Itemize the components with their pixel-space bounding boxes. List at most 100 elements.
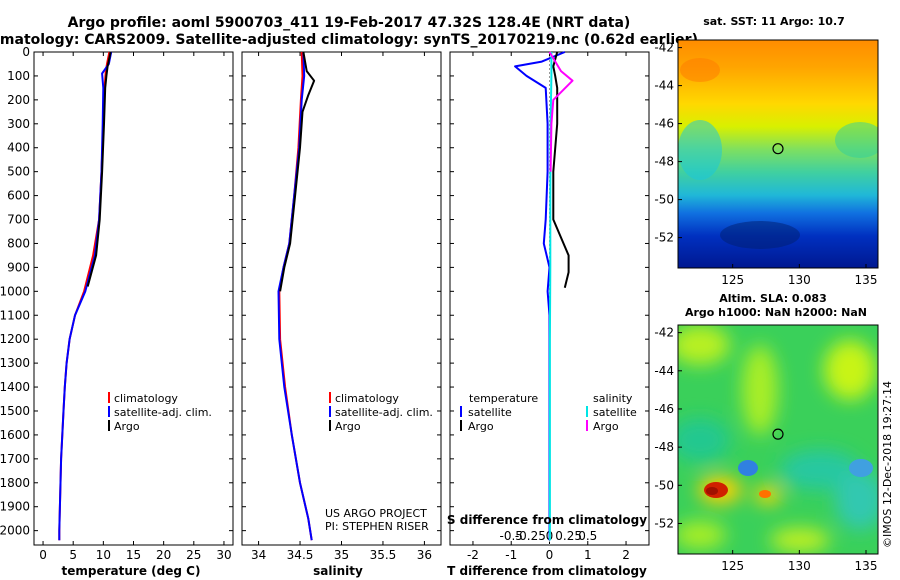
series-line-satellite-adj-clim- (277, 51, 313, 541)
depth-tick-label: 200 (7, 93, 30, 107)
legend-swatch-climatology (108, 392, 110, 403)
x-tick-label: 0 (39, 548, 47, 562)
depth-tick-label: 700 (7, 213, 30, 227)
map-lon-tick-label: 130 (788, 559, 811, 573)
legend-title-temperature: temperature (469, 392, 538, 405)
series-line-satellite-adj-clim- (58, 51, 113, 541)
x-tick-label: 30 (216, 548, 231, 562)
depth-tick-label: 800 (7, 236, 30, 250)
map-lat-tick-label: -52 (654, 231, 674, 245)
x-tick-label: 25 (186, 548, 201, 562)
sst-map-frame (677, 39, 879, 269)
sla-blobs (678, 325, 878, 552)
depth-tick-label: 0 (22, 45, 30, 59)
series-line-s-argo (548, 51, 574, 172)
legend-title-salinity: salinity (593, 392, 633, 405)
salinity-legend: climatology satellite-adj. clim. Argo (329, 392, 433, 433)
depth-tick-label: 500 (7, 165, 30, 179)
map-lat-tick-label: -42 (654, 41, 674, 55)
s-difference-axis-label: S difference from climatology (447, 513, 647, 527)
depth-tick-label: 1600 (0, 428, 30, 442)
sla-map: 125 130 135 -42 -44 -46 -48 -50 -52 (654, 324, 879, 573)
x-tick-label: 2 (622, 548, 630, 562)
depth-axis: 0 100 200 300 400 500 600 700 800 900 1000 1100 1200… (0, 45, 30, 538)
x-tick-label: 15 (126, 548, 141, 562)
legend-label-climatology: climatology (114, 392, 178, 405)
legend-label-s-argo: Argo (593, 420, 619, 433)
legend-label-argo: Argo (335, 420, 361, 433)
depth-tick-label: 1000 (0, 284, 30, 298)
x-tick-label: 34.5 (287, 548, 314, 562)
x-tick-label: 5 (69, 548, 77, 562)
x-tick-label: -2 (467, 548, 479, 562)
map-lat-tick-label: -50 (654, 478, 674, 492)
map-lon-tick-label: 125 (721, 273, 744, 287)
legend-label-argo: Argo (114, 420, 140, 433)
map-lat-tick-label: -46 (654, 402, 674, 416)
legend-swatch-t-satellite (460, 406, 462, 417)
depth-tick-label: 900 (7, 260, 30, 274)
depth-tick-label: 400 (7, 141, 30, 155)
x-tick-label: -1 (505, 548, 517, 562)
map-lat-tick-label: -50 (654, 193, 674, 207)
difference-legend: temperature satellite Argo salinity sate… (460, 392, 637, 433)
depth-tick-label: 1500 (0, 404, 30, 418)
map-lat-tick-label: -44 (654, 79, 674, 93)
sla-map-frame (677, 324, 879, 555)
x-tick-label: 1 (584, 548, 592, 562)
pi-credit: PI: STEPHEN RISER (325, 520, 429, 533)
salinity-panel: 34 34.5 35 35.5 36 (241, 51, 442, 562)
map-lat-tick-label: -52 (654, 516, 674, 530)
legend-label-s-satellite: satellite (593, 406, 637, 419)
legend-swatch-satellite (329, 406, 331, 417)
s-diff-tick-label: -0.5 (500, 529, 523, 543)
x-tick-label: 0 (546, 548, 554, 562)
x-tick-label: 10 (96, 548, 111, 562)
sst-map-ticks: 125 130 135 -42 -44 -46 -48 -50 -52 (654, 41, 877, 287)
project-credit: US ARGO PROJECT (325, 507, 427, 520)
legend-swatch-s-satellite (586, 406, 588, 417)
sla-map-ticks: 125 130 135 -42 -44 -46 -48 -50 -52 (654, 326, 877, 573)
sst-float-location-marker (772, 143, 784, 155)
legend-label-t-satellite: satellite (468, 406, 512, 419)
sst-map: 125 130 135 -42 -44 -46 -48 -50 -52 (654, 39, 879, 287)
map-lat-tick-label: -42 (654, 326, 674, 340)
depth-tick-label: 300 (7, 117, 30, 131)
s-diff-tick-label: 0.5 (578, 529, 597, 543)
legend-label-climatology: climatology (335, 392, 399, 405)
map-lon-tick-label: 135 (855, 273, 878, 287)
legend-swatch-argo (329, 420, 331, 431)
legend-swatch-argo (108, 420, 110, 431)
imos-timestamp: ©IMOS 12-Dec-2018 19:27:14 (881, 381, 894, 548)
depth-tick-label: 1100 (0, 308, 30, 322)
depth-tick-label: 1900 (0, 500, 30, 514)
temperature-plot-frame (33, 51, 234, 546)
s-diff-tick-label: 0.25 (555, 529, 582, 543)
salinity-plot-frame (241, 51, 442, 546)
legend-label-satellite: satellite-adj. clim. (114, 406, 212, 419)
x-tick-label: 34 (251, 548, 266, 562)
temperature-axis-label: temperature (deg C) (62, 564, 201, 578)
depth-tick-label: 1300 (0, 356, 30, 370)
series-line-argo (279, 51, 316, 292)
legend-swatch-satellite (108, 406, 110, 417)
depth-tick-label: 2000 (0, 524, 30, 538)
map-lat-tick-label: -48 (654, 440, 674, 454)
sla-map-title: Altim. SLA: 0.083 (719, 292, 826, 305)
sst-mottle (678, 58, 878, 249)
legend-label-satellite: satellite-adj. clim. (335, 406, 433, 419)
t-difference-axis-label: T difference from climatology (447, 564, 647, 578)
map-lat-tick-label: -46 (654, 117, 674, 131)
series-line-t-argo (552, 51, 570, 288)
figure-title-line2: Climatology: CARS2009. Satellite-adjuste… (0, 32, 698, 48)
sst-map-title: sat. SST: 11 Argo: 10.7 (703, 15, 845, 28)
map-lon-tick-label: 125 (721, 559, 744, 573)
map-lat-tick-label: -48 (654, 155, 674, 169)
x-tick-label: 35.5 (370, 548, 397, 562)
depth-tick-label: 1200 (0, 332, 30, 346)
figure-title-line1: Argo profile: aoml 5900703_411 19-Feb-20… (68, 15, 631, 31)
series-line-s-satellite (548, 52, 553, 541)
salinity-axis-label: salinity (313, 564, 363, 578)
sla-map-subtitle: Argo h1000: NaN h2000: NaN (685, 306, 867, 319)
